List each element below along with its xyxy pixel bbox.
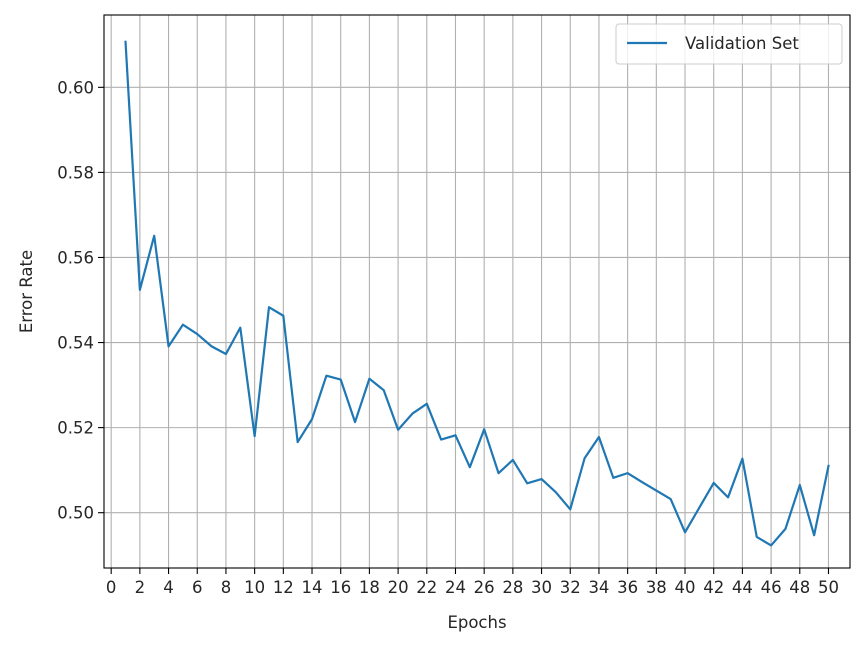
x-tick-label: 28: [502, 578, 523, 597]
x-tick-label: 22: [416, 578, 437, 597]
legend-label: Validation Set: [685, 34, 799, 53]
x-tick-label: 44: [732, 578, 753, 597]
x-tick-label: 16: [330, 578, 351, 597]
x-tick-label: 40: [675, 578, 696, 597]
y-tick-label: 0.50: [57, 504, 94, 523]
x-tick-label: 20: [388, 578, 409, 597]
x-tick-label: 18: [359, 578, 380, 597]
x-tick-label: 6: [192, 578, 203, 597]
x-tick-label: 10: [244, 578, 265, 597]
x-tick-label: 12: [273, 578, 294, 597]
x-tick-label: 30: [531, 578, 552, 597]
y-tick-label: 0.60: [57, 78, 94, 97]
x-axis-label: Epochs: [447, 613, 506, 632]
x-tick-label: 46: [761, 578, 782, 597]
x-tick-label: 36: [617, 578, 638, 597]
x-tick-label: 0: [106, 578, 117, 597]
legend-frame: [615, 23, 843, 65]
x-tick-label: 2: [135, 578, 146, 597]
x-tick-label: 24: [445, 578, 466, 597]
y-tick-label: 0.52: [57, 419, 94, 438]
y-tick-label: 0.54: [57, 334, 94, 353]
x-tick-label: 48: [789, 578, 810, 597]
series-line-validation-set: [124, 40, 830, 547]
x-tick-label: 42: [703, 578, 724, 597]
legend: Validation Set: [615, 23, 843, 65]
y-tick-label: 0.58: [57, 163, 94, 182]
plot-frame: [103, 14, 851, 569]
x-tick-label: 8: [221, 578, 232, 597]
x-tick-label: 14: [302, 578, 323, 597]
x-tick-label: 34: [588, 578, 609, 597]
x-tick-label: 50: [818, 578, 839, 597]
x-tick-label: 38: [646, 578, 667, 597]
grid-lines: [104, 15, 850, 568]
y-tick-label: 0.56: [57, 248, 94, 267]
axis-ticks: 0 2 4 6 8 10 12 14 16 18 20 22 24 26 28 30 32 34 36 38 40 42 4…: [57, 78, 839, 597]
x-tick-label: 32: [560, 578, 581, 597]
y-axis-label: Error Rate: [17, 250, 36, 333]
x-tick-label: 4: [163, 578, 174, 597]
series-lines: [124, 40, 830, 547]
x-tick-label: 26: [474, 578, 495, 597]
